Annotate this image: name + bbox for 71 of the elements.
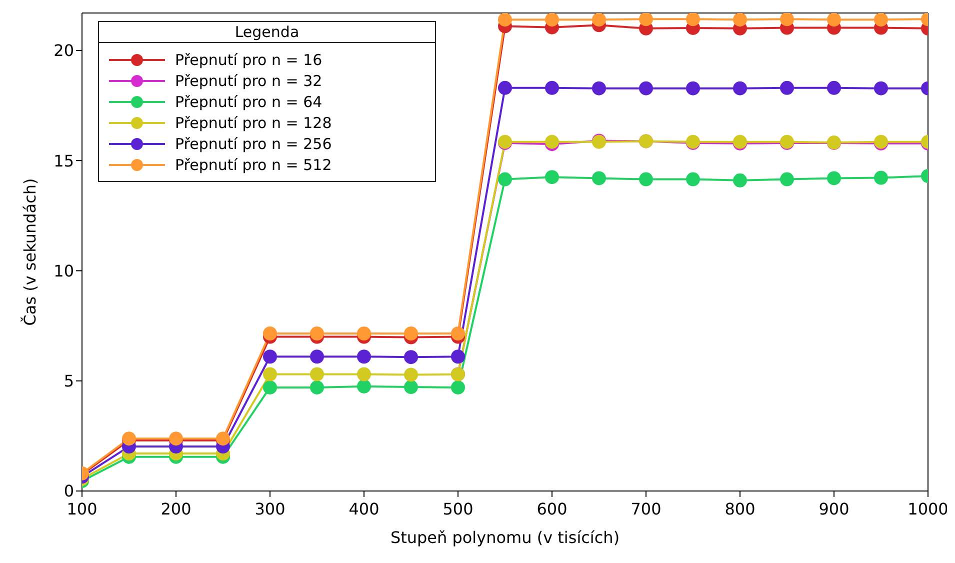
y-axis-title: Čas (v sekundách) [20,178,40,326]
point [498,172,512,186]
point [451,350,465,364]
point [780,172,794,186]
x-tick-label: 1000 [908,499,948,518]
x-tick-label: 200 [160,499,192,518]
point [404,368,418,382]
x-tick-label: 400 [348,499,380,518]
point [686,81,700,96]
point [686,13,700,26]
point [874,170,888,185]
point [404,380,418,394]
point [310,350,324,364]
point [733,13,747,27]
point [827,171,841,186]
point [733,173,747,188]
legend-label: Přepnutí pro n = 16 [175,50,322,68]
x-tick-label: 100 [66,499,98,518]
point [263,367,277,382]
legend-label: Přepnutí pro n = 512 [175,156,332,174]
legend-label: Přepnutí pro n = 128 [175,114,332,132]
point [545,80,559,95]
point [404,350,418,364]
point [780,80,794,95]
point [357,379,371,394]
x-tick-label: 500 [442,499,474,518]
point [357,367,371,382]
point [310,367,324,382]
point [592,81,606,96]
y-tick-label: 0 [64,482,74,501]
point [310,380,324,394]
point [545,134,559,149]
point [874,13,888,27]
point [827,80,841,95]
point [780,13,794,26]
x-axis-title: Stupeň polynomu (v tisících) [390,528,620,547]
point [827,13,841,27]
x-tick-label: 300 [254,499,286,518]
point [733,81,747,96]
legend-label: Přepnutí pro n = 256 [175,134,332,152]
point [263,350,277,364]
point [639,81,653,96]
point [592,13,606,27]
point [874,81,888,96]
x-tick-label: 800 [724,499,756,518]
x-tick-label: 900 [818,499,850,518]
y-tick-label: 5 [64,372,74,391]
y-tick-label: 15 [54,151,74,170]
point [451,326,465,340]
point [404,326,418,340]
point [639,13,653,26]
point [545,13,559,27]
point [357,326,371,340]
point [310,326,324,340]
point [545,170,559,184]
point [639,172,653,186]
y-tick-label: 20 [54,41,74,60]
x-tick-label: 700 [630,499,662,518]
legend-label: Přepnutí pro n = 64 [175,92,322,110]
x-tick-label: 600 [536,499,568,518]
y-tick-label: 10 [54,261,74,280]
legend-title: Legenda [234,22,300,42]
point [592,171,606,186]
point [263,326,277,340]
point [451,380,465,394]
point [357,350,371,364]
legend-label: Přepnutí pro n = 32 [175,72,322,90]
point [263,380,277,394]
point [498,13,512,27]
point [498,80,512,95]
point [686,172,700,186]
